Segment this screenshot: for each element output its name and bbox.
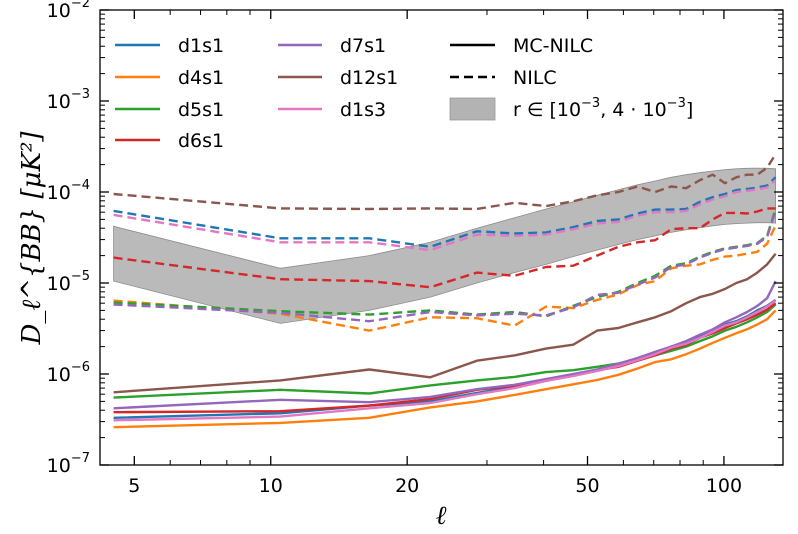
y-tick-base: 10 [47, 91, 71, 113]
y-tick-base: 10 [47, 182, 71, 204]
legend-col-1: d1s1 d4s1 d5s1 d6s1 [115, 35, 224, 152]
series-d1s3-nilc [113, 179, 777, 252]
legend-label-r-band: r ∈ [10−3, 4 · 10−3] [513, 96, 693, 121]
band-label-prefix: r ∈ [10 [513, 99, 581, 121]
x-axis-label: ℓ [436, 501, 447, 531]
y-tick-label: 10−6 [47, 360, 90, 386]
x-tick-label-100: 100 [706, 475, 742, 497]
y-tick-label: 10−5 [47, 269, 90, 295]
legend-label-d5s1: d5s1 [178, 99, 224, 121]
legend-label-d1s3: d1s3 [340, 99, 386, 121]
y-tick-label: 10−4 [47, 178, 90, 204]
legend-label-d1s1: d1s1 [178, 35, 224, 57]
band-label-exp1: −3 [581, 96, 600, 111]
legend-label-d6s1: d6s1 [178, 130, 224, 152]
band-label-mid: , 4 · 10 [600, 99, 666, 121]
series-d1s1-nilc [113, 176, 777, 249]
y-tick-label: 10−3 [47, 87, 90, 113]
band-label-exp2: −3 [667, 96, 686, 111]
y-tick-label: 10−7 [47, 451, 90, 477]
y-tick-exponent: −3 [71, 87, 90, 102]
x-tick-label-50: 50 [575, 475, 599, 497]
series-layer [113, 153, 777, 429]
legend-label-d12s1: d12s1 [340, 67, 398, 89]
series-d6s1-nilc [113, 207, 776, 289]
y-tick-exponent: −7 [71, 451, 90, 466]
series-d7s1-nilc [113, 210, 777, 323]
series-d7s1-mc-nilc [113, 280, 777, 410]
series-d12s1-nilc [113, 153, 777, 211]
legend-label-mc-nilc: MC-NILC [513, 35, 593, 57]
y-tick-base: 10 [47, 455, 71, 477]
legend-col-3: MC-NILC NILC r ∈ [10−3, 4 · 10−3] [449, 35, 693, 121]
legend-swatch-r-band [449, 97, 496, 121]
y-tick-base: 10 [47, 0, 71, 22]
x-tick-label-10: 10 [259, 475, 283, 497]
y-tick-exponent: −6 [71, 360, 90, 375]
plot-frame [99, 9, 784, 466]
band-label-suffix: ] [686, 99, 693, 121]
y-tick-base: 10 [47, 273, 71, 295]
legend-col-2: d7s1 d12s1 d1s3 [278, 35, 398, 121]
y-tick-exponent: −5 [71, 269, 90, 284]
series-d12s1-mc-nilc [113, 252, 777, 394]
legend-label-nilc: NILC [513, 67, 557, 89]
tick-layer: 10−710−610−510−410−310−25 10 20 50 100 [47, 0, 783, 497]
y-axis-label: D_ℓ^{BB} [μK²] [17, 131, 47, 346]
legend-label-d7s1: d7s1 [340, 35, 386, 57]
legend: d1s1 d4s1 d5s1 d6s1 d7s1 d12s1 d1s3 MC-N… [115, 35, 693, 152]
y-axis-label-text: D_ℓ^{BB} [μK²] [17, 131, 47, 346]
y-tick-label: 10−2 [47, 0, 90, 22]
y-tick-base: 10 [47, 364, 71, 386]
series-d4s1-mc-nilc [113, 309, 777, 429]
x-tick-label-5: 5 [128, 475, 140, 497]
x-tick-label-20: 20 [395, 475, 419, 497]
y-tick-exponent: −4 [71, 178, 90, 193]
series-d1s3-mc-nilc [113, 299, 777, 422]
y-tick-exponent: −2 [71, 0, 90, 11]
legend-label-d4s1: d4s1 [178, 67, 224, 89]
series-d4s1-nilc [113, 224, 777, 332]
